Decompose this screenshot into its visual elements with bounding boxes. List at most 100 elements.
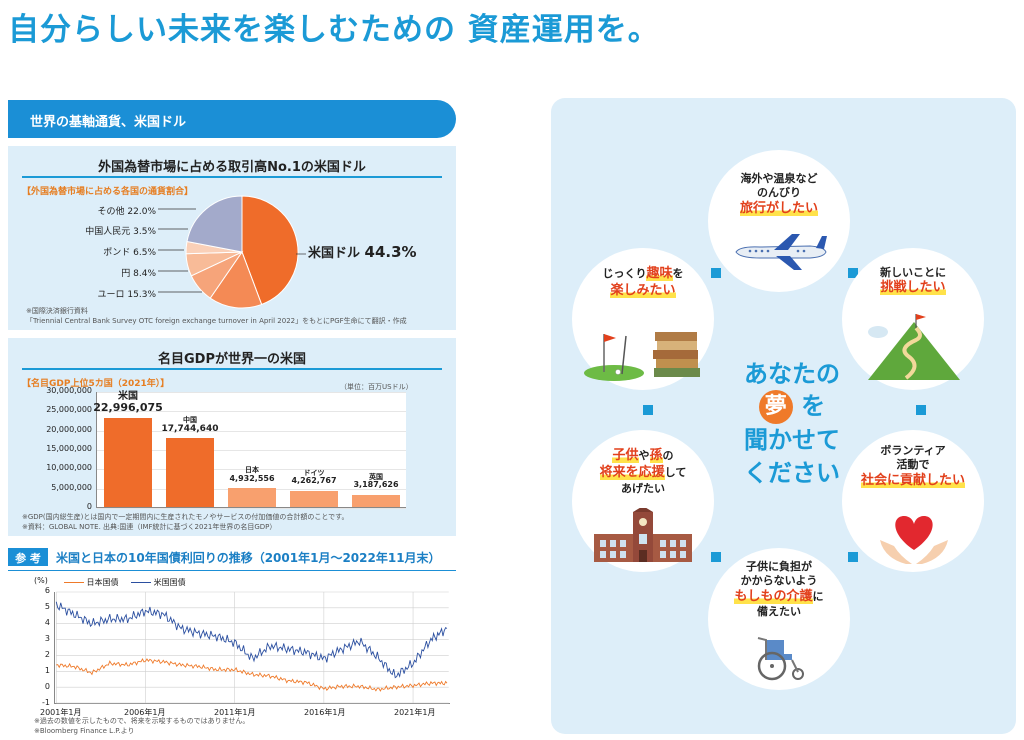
school-building-icon [594, 508, 692, 562]
hobby-mid: を [672, 267, 684, 280]
legend-label-jp: 日本国債 [86, 578, 119, 587]
yume-badge: 夢 [758, 390, 793, 425]
line-x-tick: 2011年1月 [214, 708, 256, 717]
gdp-bar-category: 中国 [183, 416, 197, 425]
line-y-unit: (%) [34, 576, 48, 585]
dream-hobby: じっくり趣味を 楽しみたい [572, 248, 714, 390]
reference-title: 米国と日本の10年国債利回りの推移（2001年1月～2022年11月末） [56, 551, 441, 565]
children-line-3: あげたい [621, 481, 665, 495]
connector [643, 405, 653, 415]
line-x-tick: 2006年1月 [124, 708, 166, 717]
dream-travel: 海外や温泉など のんびり 旅行がしたい [708, 150, 850, 292]
line-series-us [55, 601, 448, 679]
care-highlight: もしもの介護 [734, 588, 813, 604]
fx-panel: 外国為替市場に占める取引高No.1の米国ドル 【外国為替市場に占める各国の通貨割… [8, 146, 456, 330]
gdp-gridline [97, 411, 406, 413]
line-y-tick: 3 [44, 634, 50, 643]
line-y-tick: 6 [44, 586, 50, 595]
line-x-tick: 2001年1月 [40, 708, 82, 717]
gdp-gridline [97, 469, 406, 471]
gdp-bar-label-0: 米国 22,996,075 [91, 391, 165, 414]
line-y-tick: 4 [44, 618, 50, 627]
children-mid-2: の [662, 449, 674, 462]
gdp-bar-label-3: ドイツ 4,262,767 [277, 468, 351, 486]
gdp-bar-value: 22,996,075 [93, 401, 163, 415]
gdp-bar-category: 日本 [245, 465, 259, 474]
travel-line-2: のんびり [757, 186, 801, 200]
reference-note-1: ※過去の数値を示したもので、将来を示唆するものではありません。 [34, 717, 250, 725]
children-highlight-3: 将来を応援 [599, 464, 665, 480]
center-line-2: 夢 を [722, 390, 862, 425]
connector [711, 268, 721, 278]
dream-children: 子供や孫の 将来を応援して あげたい [572, 430, 714, 572]
gdp-bar-category: 英国 [369, 472, 383, 481]
center-line-3: 聞かせて [744, 426, 840, 455]
gdp-bar-value: 17,744,640 [161, 424, 219, 435]
gdp-bar-category: 米国 [118, 391, 138, 403]
heart-hands-icon [880, 516, 948, 564]
care-tail: に [812, 589, 824, 603]
line-y-tick: 2 [44, 650, 50, 659]
fx-note-2: 「Triennial Central Bank Survey OTC forei… [26, 317, 407, 325]
gdp-bar-category: ドイツ [303, 468, 325, 477]
reference-rule [8, 570, 456, 571]
gdp-y-tick: 10,000,000 [46, 463, 92, 473]
gdp-gridline [97, 450, 406, 451]
pie-slice-1 [209, 250, 263, 309]
gdp-bar-3 [289, 490, 339, 507]
center-line-1: あなたの [744, 360, 840, 388]
gdp-y-tick: 0 [86, 502, 92, 511]
children-text: 子供や孫の 将来を応援して あげたい [572, 448, 714, 496]
yield-line-chart [54, 591, 450, 704]
gdp-panel-title: 名目GDPが世界一の米国 [158, 352, 306, 367]
legend-label-us: 米国国債 [153, 578, 186, 587]
legend-swatch-us [131, 582, 152, 583]
gdp-unit: （単位：百万USドル） [340, 383, 413, 391]
line-y-tick: 1 [44, 666, 50, 675]
volunteer-line-2: 活動で [896, 458, 930, 472]
line-series-jp [56, 658, 448, 692]
pie-label-other: その他 22.0% [97, 207, 156, 217]
care-text: 子供に負担が かからないよう もしもの介護に 備えたい [708, 560, 850, 620]
fx-note-1: ※国際決済銀行資料 [26, 307, 88, 315]
center-message: あなたの 夢 を 聞かせて ください [722, 358, 862, 489]
gdp-y-tick: 5,000,000 [51, 482, 92, 492]
dream-challenge: 新しいことに 挑戦したい [842, 248, 984, 390]
line-x-tick: 2016年1月 [304, 708, 346, 717]
gdp-bar-chart: 米国 22,996,075 中国 17,744,640 日本 4,932,556 ドイツ 4,… [93, 391, 406, 509]
pie-label-cny: 中国人民元 3.5% [85, 227, 156, 237]
hobby-highlight-1: 趣味 [646, 266, 673, 281]
airplane-icon [735, 234, 827, 270]
pie-main-currency: 米国ドル [308, 246, 361, 261]
travel-line-1: 海外や温泉など [740, 172, 818, 185]
golf-books-icon [584, 332, 700, 381]
dream-volunteer: ボランティア 活動で 社会に貢献したい [842, 430, 984, 572]
challenge-line-1: 新しいことに [880, 266, 946, 279]
gdp-gridline [97, 430, 406, 432]
care-line-4: 備えたい [757, 605, 801, 619]
center-particle: を [801, 392, 826, 421]
gdp-bar-2 [227, 487, 277, 507]
mountain-flag-icon [868, 314, 960, 380]
pie-main-label: 米国ドル 44.3% [308, 242, 417, 261]
children-highlight-2: 孫 [649, 448, 663, 463]
hobby-pre: じっくり [602, 267, 647, 280]
fx-pie-chart [158, 195, 306, 309]
gdp-bar-label-4: 英国 3,187,626 [339, 472, 413, 490]
hobby-highlight-2: 楽しみたい [610, 282, 676, 298]
care-line-2: かからないよう [740, 574, 818, 588]
connector [848, 268, 858, 278]
gdp-panel-rule [22, 368, 442, 370]
children-mid-3: して [664, 465, 687, 479]
gdp-bar-value: 4,262,767 [291, 476, 337, 486]
gdp-panel-subtitle: 【名目GDP上位5カ国（2021年）】 [22, 379, 170, 389]
gdp-gridline [97, 508, 406, 509]
pie-label-jpy: 円 8.4% [121, 269, 156, 279]
travel-highlight: 旅行がしたい [739, 200, 818, 216]
gdp-y-tick: 30,000,000 [46, 386, 92, 395]
volunteer-line-1: ボランティア [880, 444, 946, 457]
gdp-bar-value: 3,187,626 [353, 480, 399, 490]
fx-panel-rule [22, 176, 442, 178]
connector [711, 552, 721, 562]
care-line-1: 子供に負担が [746, 560, 812, 573]
